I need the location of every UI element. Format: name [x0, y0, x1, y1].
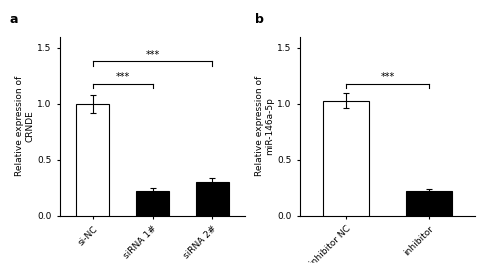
- Text: a: a: [10, 13, 18, 26]
- Text: ***: ***: [146, 50, 160, 60]
- Bar: [323, 100, 368, 216]
- Bar: [196, 182, 228, 216]
- Text: ***: ***: [116, 72, 130, 82]
- Bar: [406, 191, 452, 216]
- Bar: [136, 191, 169, 216]
- Text: b: b: [255, 13, 264, 26]
- Text: ***: ***: [380, 72, 394, 82]
- Bar: [76, 104, 109, 216]
- Y-axis label: Relative expression of
miR-146a-5p: Relative expression of miR-146a-5p: [255, 76, 274, 176]
- Y-axis label: Relative expression of
CRNDE: Relative expression of CRNDE: [15, 76, 34, 176]
